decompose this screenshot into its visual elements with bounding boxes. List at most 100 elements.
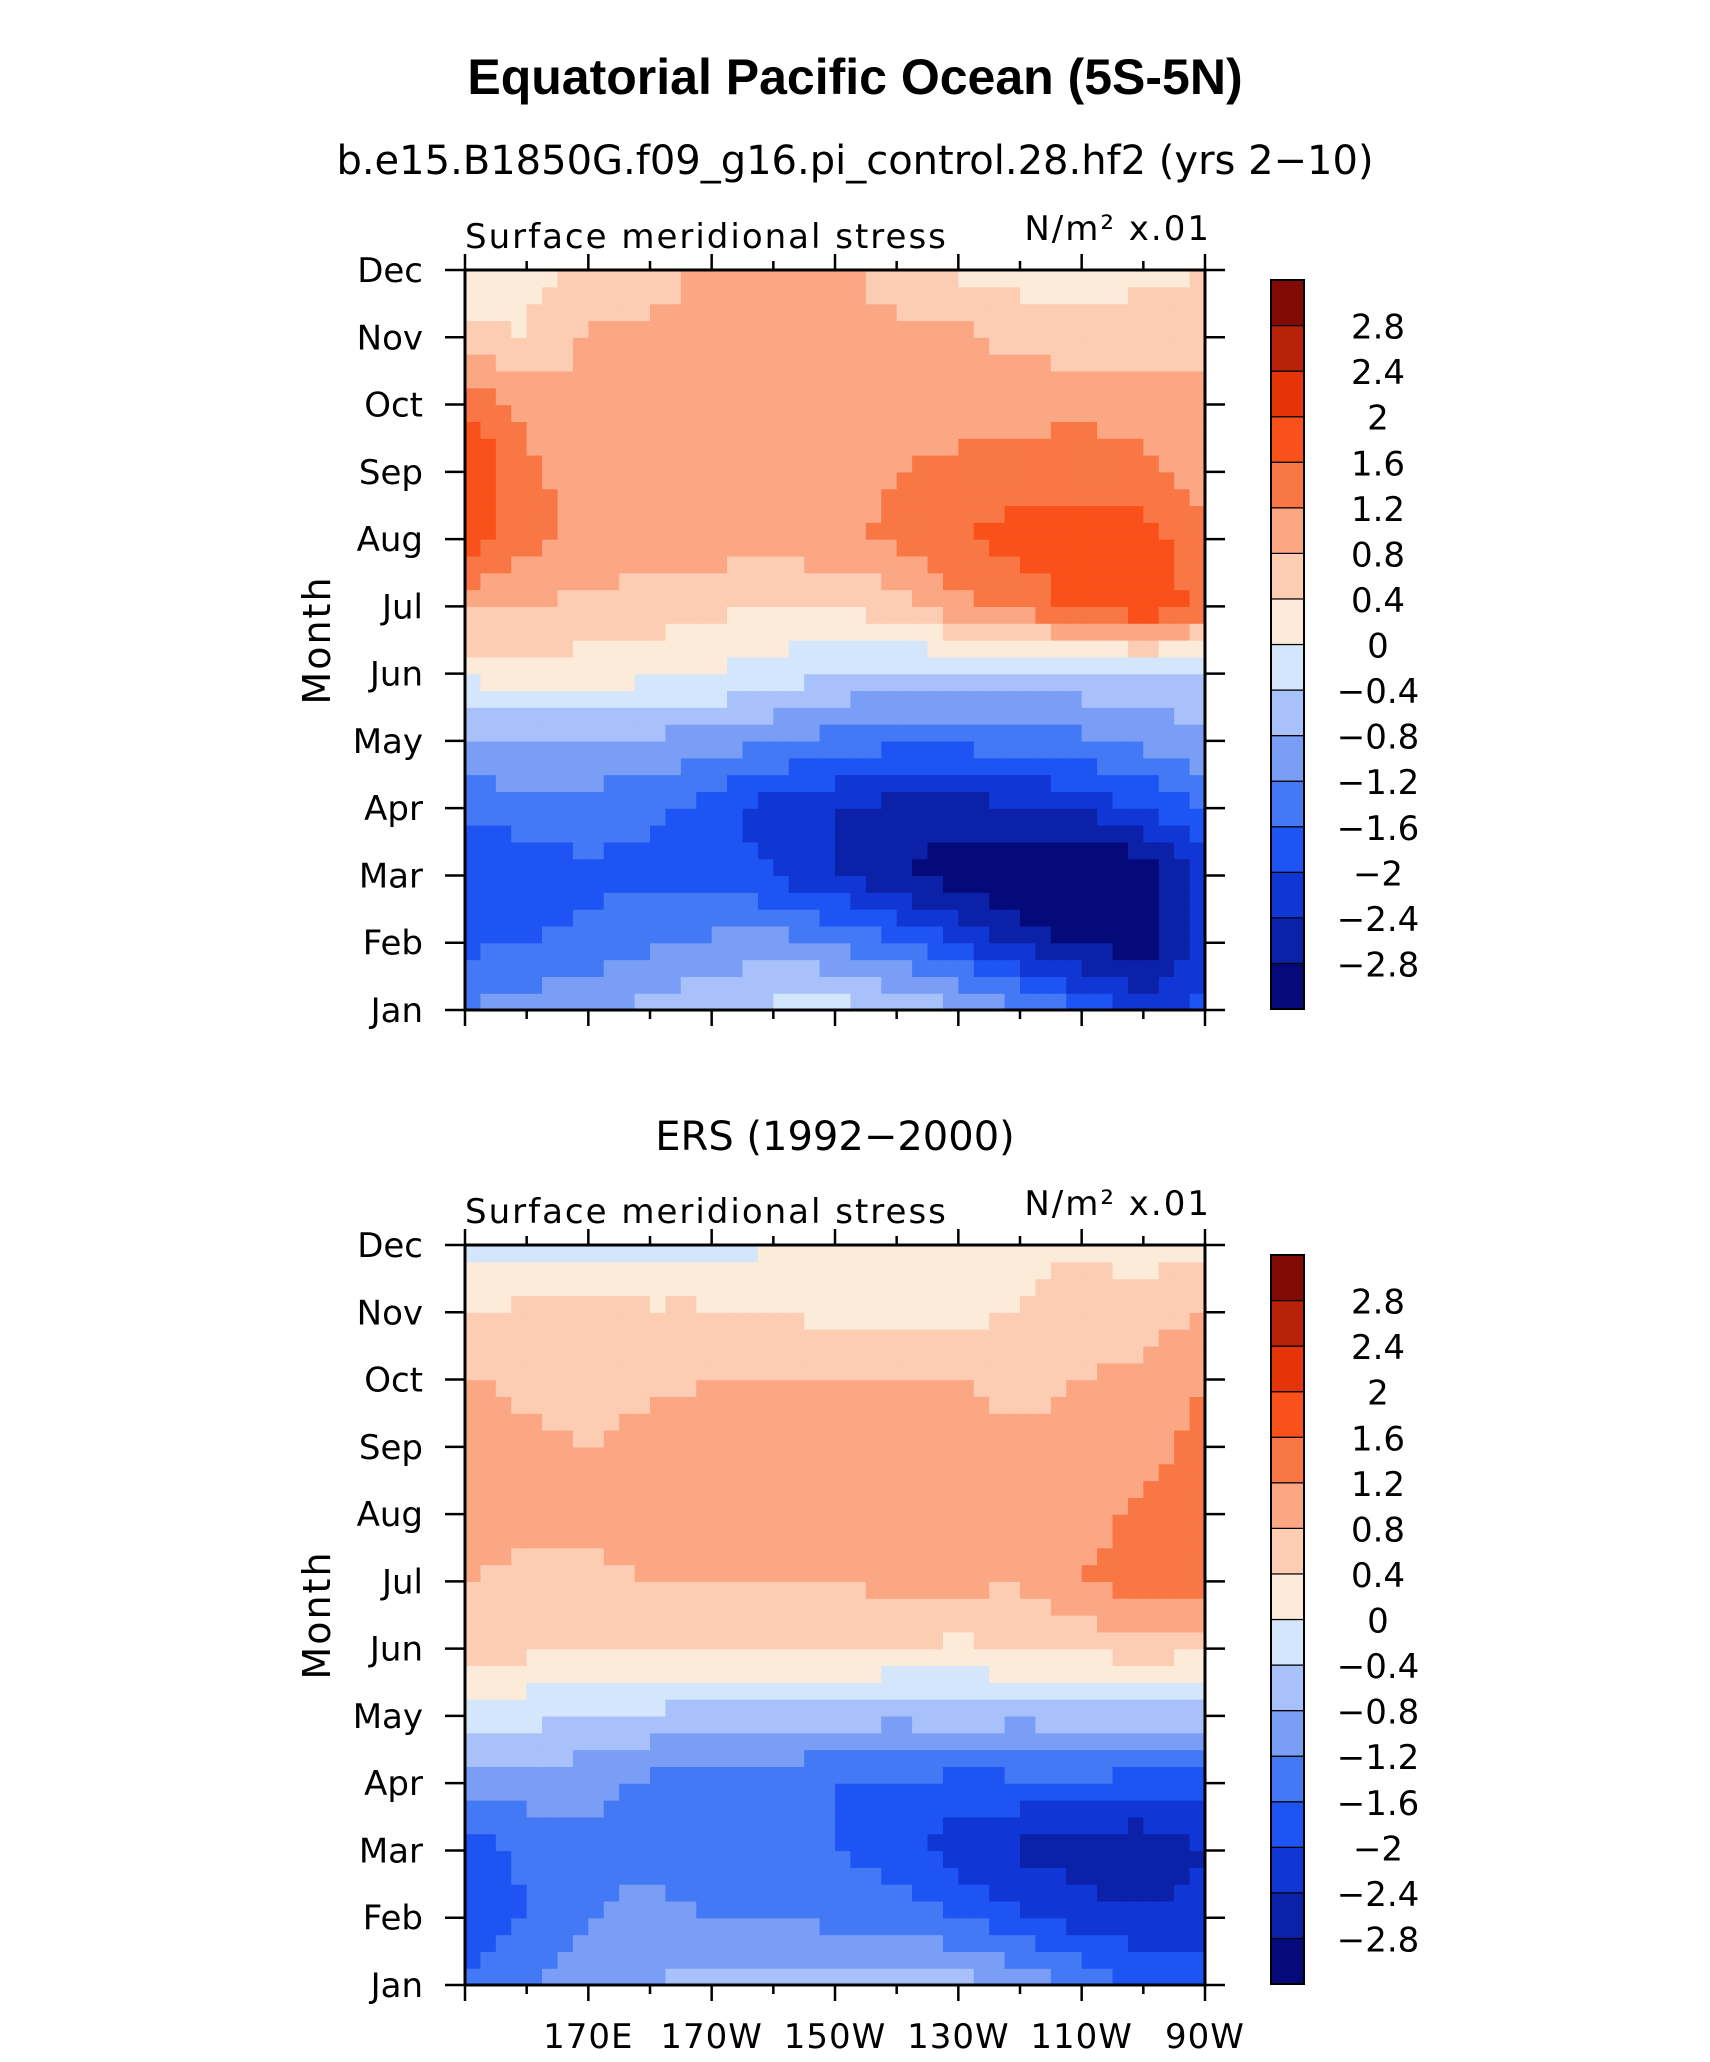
heatmap-cell bbox=[1050, 455, 1067, 473]
heatmap-cell bbox=[680, 1766, 697, 1784]
heatmap-cell bbox=[1143, 791, 1160, 809]
heatmap-cell bbox=[727, 1766, 744, 1784]
heatmap-cell bbox=[572, 438, 589, 456]
heatmap-cell bbox=[927, 640, 944, 658]
heatmap-cell bbox=[526, 1446, 543, 1465]
heatmap-cell bbox=[1020, 1867, 1037, 1885]
heatmap-cell bbox=[619, 757, 636, 776]
heatmap-cell bbox=[650, 1530, 667, 1549]
heatmap-cell bbox=[1112, 1715, 1129, 1734]
heatmap-cell bbox=[819, 505, 836, 523]
heatmap-cell bbox=[804, 1715, 821, 1734]
heatmap-cell bbox=[788, 690, 805, 708]
heatmap-cell bbox=[1050, 1598, 1067, 1616]
heatmap-cell bbox=[757, 1615, 774, 1633]
heatmap-cell bbox=[1081, 455, 1098, 473]
heatmap-cell bbox=[480, 858, 497, 877]
heatmap-cell bbox=[572, 909, 589, 927]
heatmap-cell bbox=[1050, 555, 1067, 574]
heatmap-cell bbox=[989, 1598, 1006, 1616]
heatmap-cell bbox=[912, 1682, 929, 1700]
heatmap-cell bbox=[557, 640, 574, 658]
heatmap-cell bbox=[958, 1749, 975, 1767]
heatmap-cell bbox=[495, 1581, 512, 1599]
heatmap-cell bbox=[912, 825, 929, 843]
heatmap-cell bbox=[526, 539, 543, 557]
heatmap-cell bbox=[757, 505, 774, 523]
heatmap-cell bbox=[603, 270, 620, 288]
heatmap-cell bbox=[1050, 438, 1067, 456]
heatmap-cell bbox=[989, 606, 1006, 624]
heatmap-cell bbox=[1050, 1850, 1067, 1868]
heatmap-cell bbox=[788, 1396, 805, 1414]
heatmap-cell bbox=[1097, 438, 1114, 456]
heatmap-cell bbox=[927, 724, 944, 742]
heatmap-cell bbox=[1081, 1581, 1098, 1599]
heatmap-cell bbox=[711, 1547, 728, 1566]
heatmap-cell bbox=[804, 572, 821, 591]
heatmap-cell bbox=[557, 1833, 574, 1852]
heatmap-cell bbox=[511, 841, 528, 860]
heatmap-cell bbox=[711, 488, 728, 507]
heatmap-cell bbox=[896, 555, 913, 574]
heatmap-cell bbox=[742, 1295, 759, 1313]
heatmap-cell bbox=[650, 1732, 667, 1751]
heatmap-cell bbox=[727, 1682, 744, 1700]
heatmap-cell bbox=[1174, 1362, 1191, 1381]
heatmap-cell bbox=[557, 488, 574, 507]
heatmap-cell bbox=[665, 572, 682, 591]
heatmap-cell bbox=[511, 606, 528, 624]
heatmap-cell bbox=[572, 404, 589, 422]
heatmap-cell bbox=[1112, 589, 1129, 607]
heatmap-cell bbox=[1081, 1615, 1098, 1633]
heatmap-cell bbox=[1035, 1615, 1052, 1633]
heatmap-cell bbox=[1097, 623, 1114, 641]
heatmap-cell bbox=[465, 1699, 482, 1717]
heatmap-cell bbox=[1050, 1900, 1067, 1919]
heatmap-cell bbox=[1143, 572, 1160, 591]
heatmap-cell bbox=[511, 539, 528, 557]
heatmap-cell bbox=[634, 1379, 651, 1397]
heatmap-cell bbox=[711, 1850, 728, 1868]
heatmap-cell bbox=[665, 1749, 682, 1767]
heatmap-cell bbox=[634, 1413, 651, 1431]
heatmap-cell bbox=[912, 1278, 929, 1297]
heatmap-cell bbox=[1035, 354, 1052, 372]
heatmap-cell bbox=[850, 1446, 867, 1465]
heatmap-cell bbox=[942, 1295, 959, 1313]
heatmap-cell bbox=[973, 640, 990, 658]
heatmap-cell bbox=[588, 1362, 605, 1381]
heatmap-cell bbox=[1020, 270, 1037, 288]
heatmap-cell bbox=[1112, 320, 1129, 338]
heatmap-cell bbox=[542, 303, 559, 322]
heatmap-cell bbox=[480, 1867, 497, 1885]
heatmap-cell bbox=[927, 875, 944, 893]
heatmap-cell bbox=[835, 1816, 852, 1835]
heatmap-cell bbox=[603, 825, 620, 843]
heatmap-cell bbox=[742, 1800, 759, 1818]
heatmap-cell bbox=[757, 976, 774, 994]
heatmap-cell bbox=[927, 1833, 944, 1852]
heatmap-cell bbox=[742, 555, 759, 574]
heatmap-cell bbox=[495, 1665, 512, 1683]
heatmap-cell bbox=[588, 488, 605, 507]
heatmap-cell bbox=[634, 438, 651, 456]
heatmap-cell bbox=[835, 808, 852, 826]
heatmap-cell bbox=[711, 1783, 728, 1801]
heatmap-cell bbox=[465, 623, 482, 641]
heatmap-cell bbox=[619, 1867, 636, 1885]
heatmap-cell bbox=[773, 673, 790, 692]
heatmap-cell bbox=[1127, 976, 1144, 994]
y-tick-label: Jan bbox=[369, 991, 423, 1031]
heatmap-cell bbox=[942, 1631, 959, 1650]
heatmap-cell bbox=[896, 505, 913, 523]
heatmap-cell bbox=[927, 740, 944, 759]
heatmap-cell bbox=[850, 690, 867, 708]
heatmap-cell bbox=[973, 1329, 990, 1347]
heatmap-cell bbox=[542, 370, 559, 389]
heatmap-cell bbox=[804, 471, 821, 490]
heatmap-cell bbox=[495, 1631, 512, 1650]
heatmap-cell bbox=[1097, 1917, 1114, 1936]
heatmap-cell bbox=[634, 1699, 651, 1717]
heatmap-cell bbox=[1020, 1934, 1037, 1952]
